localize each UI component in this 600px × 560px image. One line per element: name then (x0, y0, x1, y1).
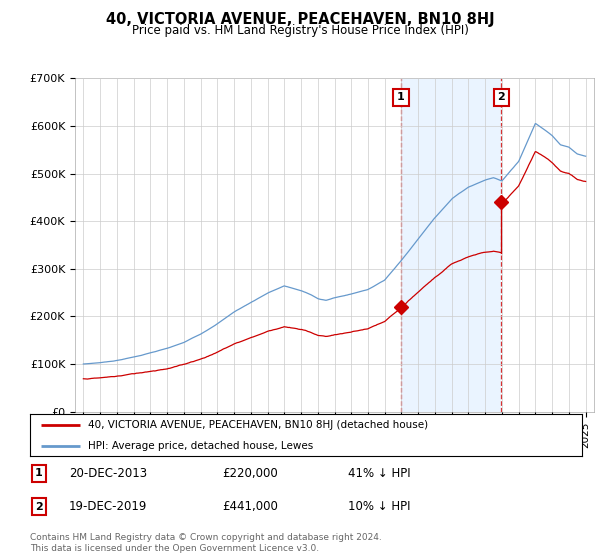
Text: 10% ↓ HPI: 10% ↓ HPI (348, 500, 410, 514)
Text: 2: 2 (35, 502, 43, 512)
Text: £441,000: £441,000 (222, 500, 278, 514)
Bar (401, 78, 502, 412)
Text: Contains HM Land Registry data © Crown copyright and database right 2024.
This d: Contains HM Land Registry data © Crown c… (30, 533, 382, 553)
Text: 1: 1 (397, 92, 405, 102)
Text: 2: 2 (497, 92, 505, 102)
Text: HPI: Average price, detached house, Lewes: HPI: Average price, detached house, Lewe… (88, 441, 313, 451)
Text: 1: 1 (35, 468, 43, 478)
Text: Price paid vs. HM Land Registry's House Price Index (HPI): Price paid vs. HM Land Registry's House … (131, 24, 469, 37)
Text: 19-DEC-2019: 19-DEC-2019 (69, 500, 148, 514)
Text: £220,000: £220,000 (222, 466, 278, 480)
Text: 40, VICTORIA AVENUE, PEACEHAVEN, BN10 8HJ (detached house): 40, VICTORIA AVENUE, PEACEHAVEN, BN10 8H… (88, 420, 428, 430)
Text: 20-DEC-2013: 20-DEC-2013 (69, 466, 147, 480)
Text: 41% ↓ HPI: 41% ↓ HPI (348, 466, 410, 480)
Text: 40, VICTORIA AVENUE, PEACEHAVEN, BN10 8HJ: 40, VICTORIA AVENUE, PEACEHAVEN, BN10 8H… (106, 12, 494, 27)
